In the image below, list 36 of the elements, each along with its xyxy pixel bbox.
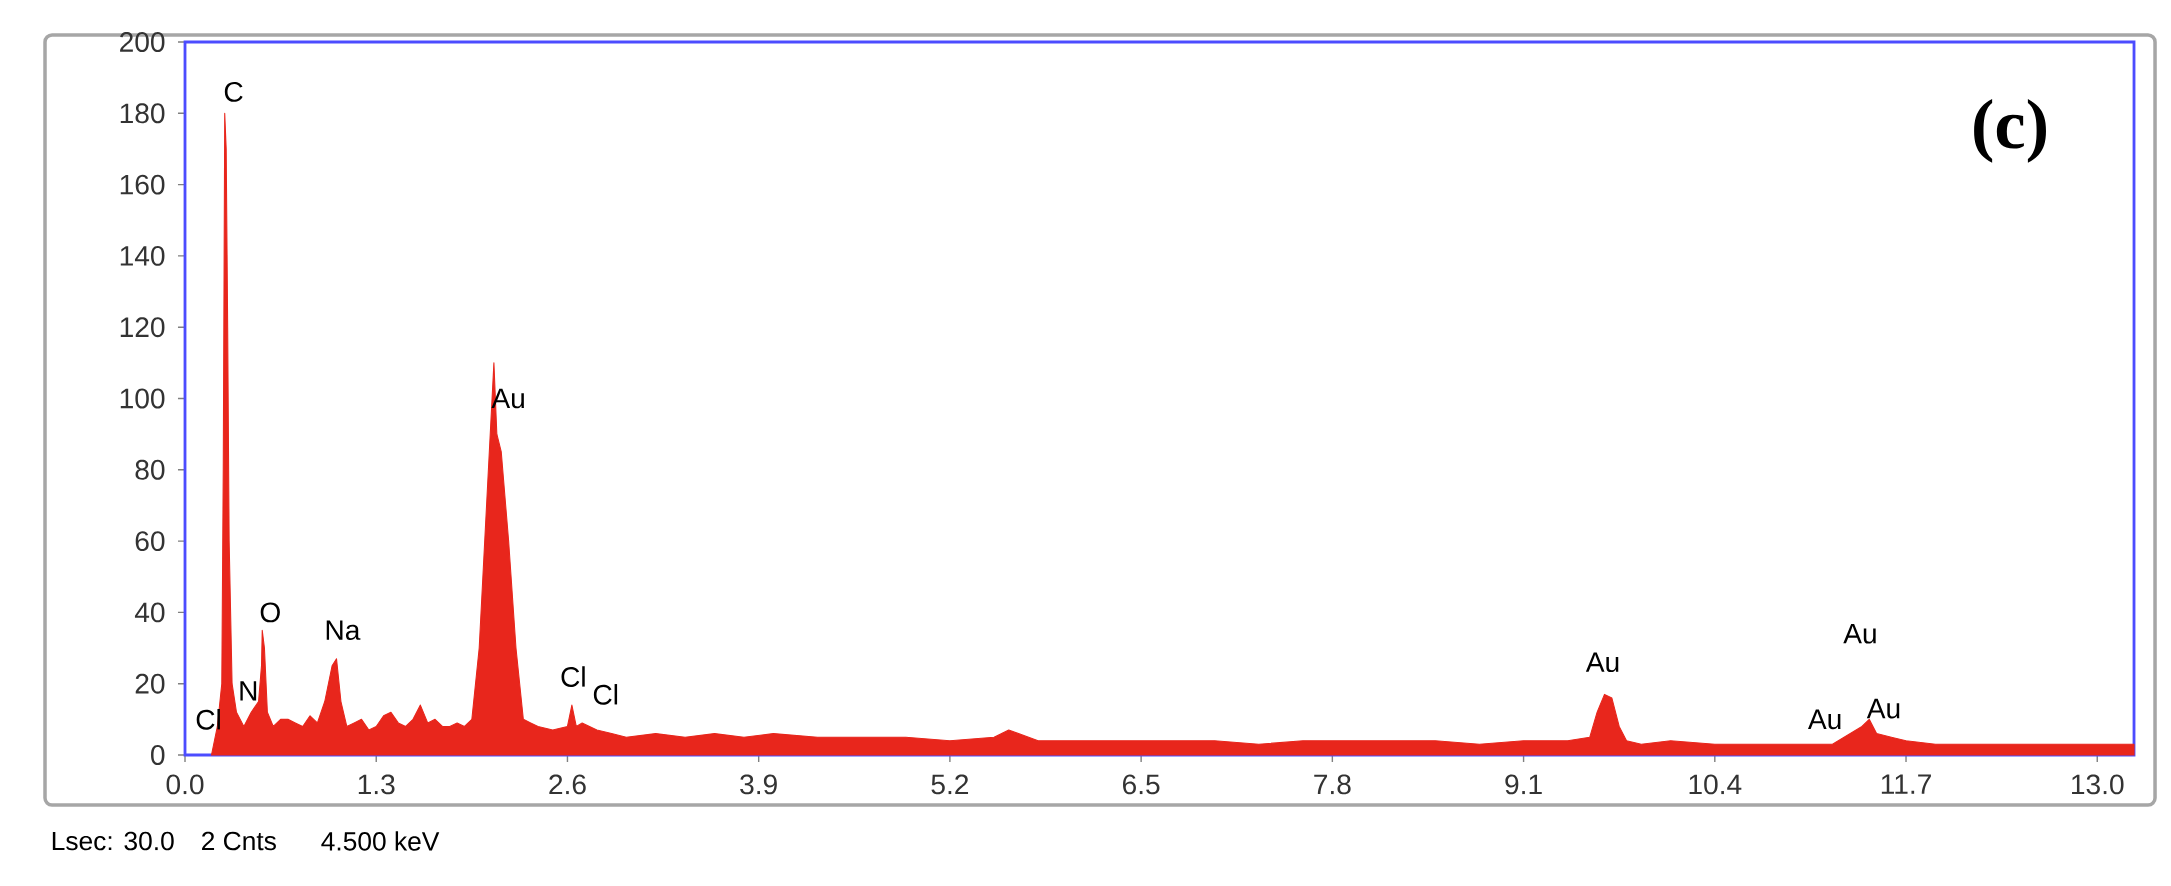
y-tick-label: 200 (120, 32, 165, 52)
text: 2 Cnts (202, 831, 276, 851)
x-tick-label: 13.0 (2072, 774, 2124, 795)
annotation: C (224, 81, 243, 102)
y-tick-label: 80 (135, 459, 165, 480)
x-tick-label: 11.7 (1881, 774, 1931, 794)
y-tick-label: 0 (151, 745, 165, 765)
x-tick-label: 7.8 (1314, 774, 1351, 795)
y-tick-label: 20 (135, 673, 165, 694)
annotation: Na (326, 620, 361, 641)
annotation: Au (1585, 652, 1619, 673)
annotation: Au (1807, 709, 1841, 730)
x-tick-label: 0.0 (166, 774, 204, 795)
y-tick-label: 40 (134, 602, 165, 623)
annotation: Cl (561, 666, 585, 687)
annotation: N (240, 681, 257, 701)
x-tick-label: 2.6 (549, 774, 586, 795)
x-tick-label: 5.2 (931, 774, 969, 795)
annotation: (c) (1974, 99, 2046, 163)
x-tick-label: 10.4 (1689, 774, 1742, 795)
text: Lsec: 30.0 (52, 831, 174, 851)
y-tick-label: 100 (120, 388, 165, 409)
y-tick-label: 160 (120, 174, 165, 195)
y-tick-label: 140 (120, 245, 165, 266)
x-tick-label: 3.9 (740, 774, 777, 795)
text: 4.500 keV (321, 831, 440, 851)
annotation: Cl (593, 684, 618, 705)
annotation: Au (1866, 698, 1900, 719)
annotation: Au (1843, 623, 1876, 644)
y-tick-label: 60 (135, 531, 165, 552)
annotation: O (260, 602, 280, 623)
y-tick-label: 120 (120, 317, 165, 338)
x-tick-label: 1.3 (358, 774, 395, 795)
x-tick-label: 6.5 (1123, 774, 1160, 795)
y-tick-label: 180 (120, 103, 165, 124)
x-tick-label: 9.1 (1505, 774, 1542, 795)
